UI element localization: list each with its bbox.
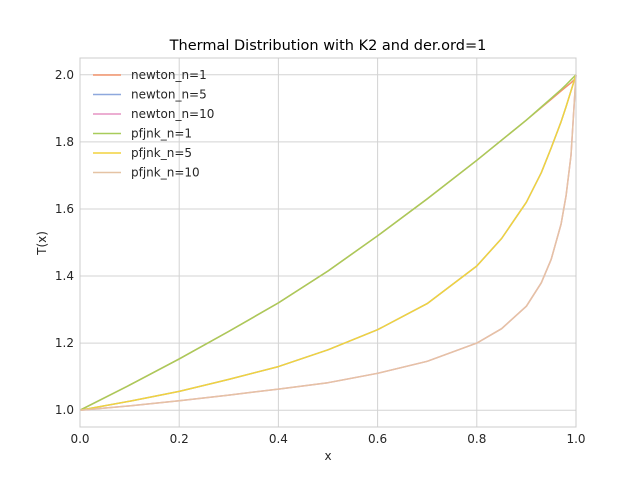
x-tick-label: 0.2 bbox=[170, 432, 189, 446]
y-axis-label: T(x) bbox=[35, 231, 49, 256]
y-tick-label: 1.8 bbox=[55, 135, 74, 149]
legend-label: pfjnk_n=10 bbox=[131, 166, 200, 180]
x-tick-label: 0.0 bbox=[70, 432, 89, 446]
legend-label: newton_n=5 bbox=[131, 88, 207, 102]
y-tick-label: 1.6 bbox=[55, 202, 74, 216]
plot-frame bbox=[79, 57, 577, 428]
legend-label: pfjnk_n=1 bbox=[131, 127, 192, 141]
y-tick-label: 2.0 bbox=[55, 68, 74, 82]
x-axis-label: x bbox=[324, 449, 331, 463]
y-tick-label: 1.0 bbox=[55, 403, 74, 417]
y-tick-label: 1.2 bbox=[55, 336, 74, 350]
series-line-pfjnk-n-10 bbox=[79, 74, 577, 411]
legend: newton_n=1 newton_n=5 newton_n=10 pfjnk_n=1… bbox=[93, 68, 214, 180]
chart-title: Thermal Distribution with K2 and der.ord… bbox=[169, 38, 487, 54]
x-tick-label: 1.0 bbox=[566, 432, 585, 446]
y-tick-labels: 1.0 1.2 1.4 1.6 1.8 2.0 bbox=[55, 68, 74, 417]
series-line-pfjnk-n-1 bbox=[79, 74, 577, 411]
x-tick-label: 0.8 bbox=[467, 432, 486, 446]
legend-label: newton_n=10 bbox=[131, 107, 214, 121]
x-tick-label: 0.6 bbox=[368, 432, 387, 446]
x-tick-label: 0.4 bbox=[269, 432, 288, 446]
series-line-newton-n-5 bbox=[79, 74, 577, 411]
series-line-newton-n-10 bbox=[79, 74, 577, 411]
x-tick-labels: 0.0 0.2 0.4 0.6 0.8 1.0 bbox=[70, 432, 585, 446]
series-line-pfjnk-n-5 bbox=[79, 74, 577, 411]
legend-label: pfjnk_n=5 bbox=[131, 146, 192, 160]
legend-label: newton_n=1 bbox=[131, 68, 207, 82]
series-lines bbox=[79, 74, 577, 411]
y-tick-label: 1.4 bbox=[55, 269, 74, 283]
